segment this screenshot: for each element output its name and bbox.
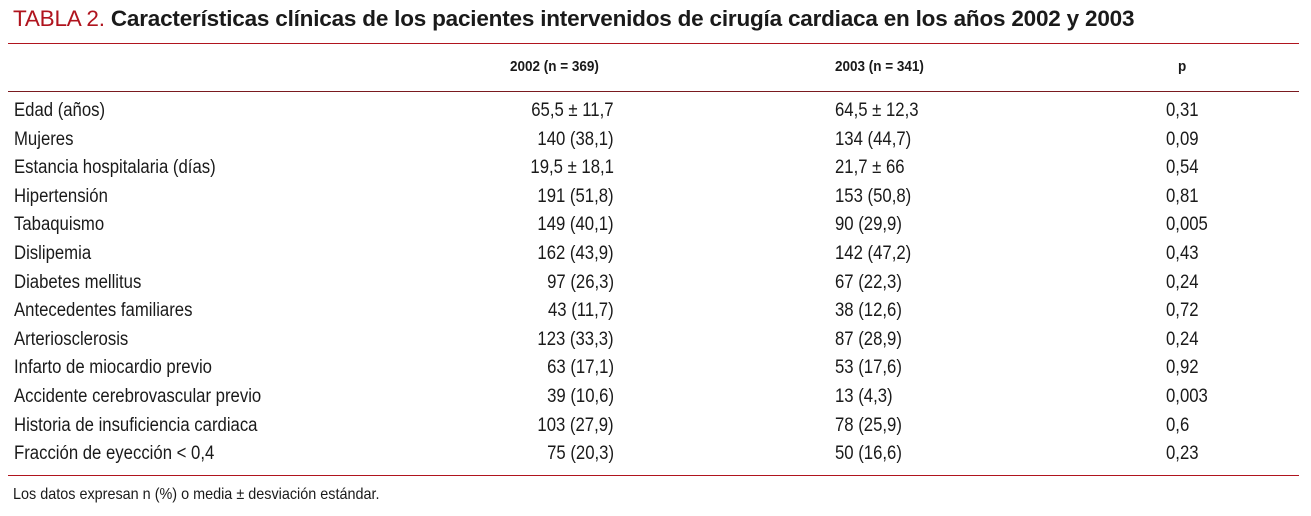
value-2002: 65,5 ± 11,7 bbox=[531, 100, 614, 121]
p-value: 0,92 bbox=[1166, 357, 1199, 379]
row-label: Infarto de miocardio previo bbox=[14, 357, 212, 379]
row-label: Antecedentes familiares bbox=[14, 300, 193, 322]
table-footnote: Los datos expresan n (%) o media ± desvi… bbox=[13, 486, 380, 503]
p-value: 0,24 bbox=[1166, 271, 1199, 293]
value-2003: 134 (44,7) bbox=[835, 128, 912, 150]
value-2002: 162 (43,9) bbox=[537, 243, 614, 264]
row-label: Estancia hospitalaria (días) bbox=[14, 157, 216, 179]
value-2003: 21,7 ± 66 bbox=[835, 157, 905, 179]
table-row: Fracción de eyección < 0,4 75 (20,3) 50 (1… bbox=[0, 443, 1311, 471]
value-2003: 50 (16,6) bbox=[835, 443, 902, 465]
p-value: 0,43 bbox=[1166, 243, 1199, 264]
header-2002: 2002 (n = 369) bbox=[510, 58, 599, 75]
table-row: Arteriosclerosis 123 (33,3) 87 (28,9) 0,24 bbox=[0, 329, 1311, 357]
value-2003: 53 (17,6) bbox=[835, 357, 902, 379]
p-value: 0,23 bbox=[1166, 443, 1199, 465]
row-label: Accidente cerebrovascular previo bbox=[14, 386, 262, 407]
row-label: Tabaquismo bbox=[14, 214, 105, 236]
value-2002: 191 (51,8) bbox=[537, 185, 614, 207]
value-2003: 87 (28,9) bbox=[835, 328, 902, 350]
table-row: Dislipemia 162 (43,9) 142 (47,2) 0,43 bbox=[0, 243, 1311, 271]
row-label: Diabetes mellitus bbox=[14, 271, 142, 293]
header-2003: 2003 (n = 341) bbox=[835, 58, 924, 75]
value-2003: 153 (50,8) bbox=[835, 185, 912, 207]
p-value: 0,24 bbox=[1166, 328, 1199, 350]
table-caption: Características clínicas de los paciente… bbox=[110, 6, 1135, 31]
table-row: Antecedentes familiares 43 (11,7) 38 (12,6… bbox=[0, 300, 1311, 328]
bottom-rule bbox=[8, 475, 1299, 476]
row-label: Historia de insuficiencia cardiaca bbox=[14, 414, 258, 436]
p-value: 0,003 bbox=[1166, 386, 1208, 407]
p-value: 0,31 bbox=[1166, 100, 1199, 121]
row-label: Fracción de eyección < 0,4 bbox=[14, 443, 215, 465]
value-2002: 149 (40,1) bbox=[537, 214, 614, 236]
row-label: Arteriosclerosis bbox=[14, 328, 129, 350]
p-value: 0,005 bbox=[1166, 214, 1208, 236]
p-value: 0,6 bbox=[1166, 414, 1190, 436]
table-row: Diabetes mellitus 97 (26,3) 67 (22,3) 0,24 bbox=[0, 272, 1311, 300]
value-2002: 140 (38,1) bbox=[537, 128, 614, 150]
row-label: Edad (años) bbox=[14, 100, 106, 121]
table-row: Tabaquismo 149 (40,1) 90 (29,9) 0,005 bbox=[0, 214, 1311, 242]
value-2003: 38 (12,6) bbox=[835, 300, 902, 322]
table-row: Historia de insuficiencia cardiaca 103 (2… bbox=[0, 415, 1311, 443]
value-2003: 90 (29,9) bbox=[835, 214, 902, 236]
row-label: Hipertensión bbox=[14, 185, 108, 207]
top-rule bbox=[8, 43, 1299, 44]
value-2002: 103 (27,9) bbox=[537, 414, 614, 436]
value-2003: 142 (47,2) bbox=[835, 243, 912, 264]
value-2002: 63 (17,1) bbox=[547, 357, 614, 379]
value-2003: 64,5 ± 12,3 bbox=[835, 100, 919, 121]
table-row: Estancia hospitalaria (días) 19,5 ± 18,1 2… bbox=[0, 157, 1311, 185]
table-row: Hipertensión 191 (51,8) 153 (50,8) 0,81 bbox=[0, 186, 1311, 214]
p-value: 0,81 bbox=[1166, 185, 1199, 207]
p-value: 0,72 bbox=[1166, 300, 1199, 322]
table-row: Mujeres 140 (38,1) 134 (44,7) 0,09 bbox=[0, 129, 1311, 157]
value-2002: 97 (26,3) bbox=[547, 271, 614, 293]
value-2002: 123 (33,3) bbox=[537, 328, 614, 350]
value-2003: 13 (4,3) bbox=[835, 386, 893, 407]
value-2002: 43 (11,7) bbox=[548, 300, 614, 322]
value-2002: 19,5 ± 18,1 bbox=[530, 157, 614, 179]
table-row: Accidente cerebrovascular previo 39 (10,6… bbox=[0, 386, 1311, 414]
header-rule bbox=[8, 91, 1299, 92]
p-value: 0,54 bbox=[1166, 157, 1199, 179]
header-p: p bbox=[1178, 58, 1187, 75]
value-2002: 39 (10,6) bbox=[547, 386, 614, 407]
row-label: Mujeres bbox=[14, 128, 74, 150]
table-row: Edad (años) 65,5 ± 11,7 64,5 ± 12,3 0,31 bbox=[0, 100, 1311, 128]
p-value: 0,09 bbox=[1166, 128, 1199, 150]
value-2002: 75 (20,3) bbox=[547, 443, 614, 465]
value-2003: 78 (25,9) bbox=[835, 414, 902, 436]
value-2003: 67 (22,3) bbox=[835, 271, 902, 293]
table-row: Infarto de miocardio previo 63 (17,1) 53 (… bbox=[0, 357, 1311, 385]
table-label: TABLA 2. bbox=[13, 6, 105, 31]
row-label: Dislipemia bbox=[14, 243, 92, 264]
table-title: TABLA 2. Características clínicas de los… bbox=[13, 6, 1134, 32]
